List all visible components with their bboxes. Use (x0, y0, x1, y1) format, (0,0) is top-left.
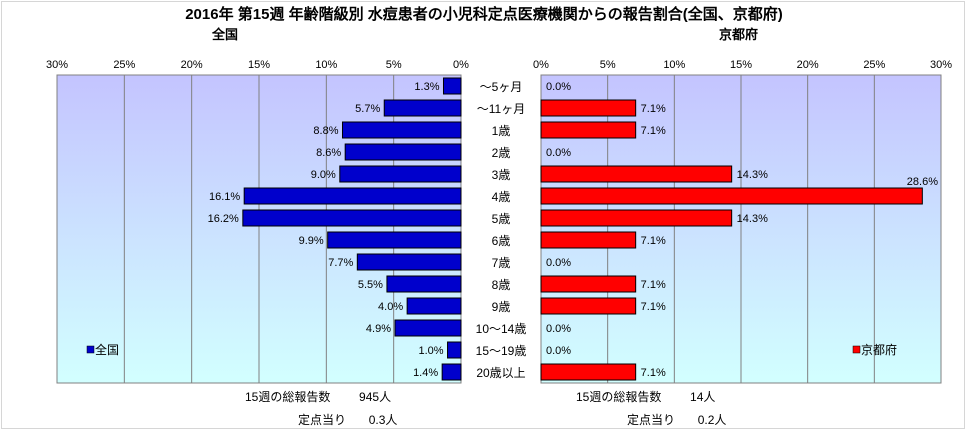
category-label: 15～19歳 (476, 344, 527, 358)
kyoto-per-value: 0.2人 (697, 413, 727, 427)
national-data-label: 1.3% (414, 81, 439, 93)
national-bar (327, 231, 462, 249)
right-tick-label: 25% (863, 59, 885, 71)
national-per-label: 定点当り (298, 413, 347, 427)
right-tick-label: 20% (797, 59, 819, 71)
national-total-value: 945人 (359, 390, 392, 404)
national-bar (339, 165, 462, 183)
kyoto-bar (540, 165, 733, 183)
kyoto-data-label: 7.1% (641, 301, 666, 313)
kyoto-data-label: 0.0% (546, 257, 571, 269)
national-legend-swatch (86, 345, 95, 354)
category-label: 4歳 (492, 190, 511, 204)
national-data-label: 9.9% (299, 235, 324, 247)
national-bar (386, 275, 462, 293)
national-bar (242, 209, 462, 227)
kyoto-data-label: 0.0% (546, 345, 571, 357)
national-bar (394, 319, 462, 337)
left-tick-label: 15% (248, 59, 270, 71)
national-per-value: 0.3人 (368, 413, 398, 427)
category-label: ～11ヶ月 (477, 102, 525, 116)
kyoto-data-label: 0.0% (546, 323, 571, 335)
right-tick-label: 30% (930, 59, 952, 71)
kyoto-total-value: 14人 (690, 390, 716, 404)
category-label: 6歳 (492, 234, 511, 248)
kyoto-bar (540, 231, 637, 249)
national-data-label: 4.9% (366, 323, 391, 335)
left-tick-label: 25% (113, 59, 135, 71)
category-label: 8歳 (492, 278, 511, 292)
left-tick-label: 20% (181, 59, 203, 71)
left-tick-label: 0% (453, 59, 469, 71)
national-bar (243, 187, 462, 205)
national-data-label: 5.5% (358, 279, 383, 291)
national-data-label: 16.1% (209, 191, 240, 203)
national-bar (344, 143, 462, 161)
national-data-label: 5.7% (355, 103, 380, 115)
left-tick-label: 5% (386, 59, 402, 71)
kyoto-bar (540, 121, 637, 139)
kyoto-data-label: 28.6% (907, 176, 938, 188)
category-label: 1歳 (492, 124, 511, 138)
kyoto-data-label: 7.1% (641, 367, 666, 379)
kyoto-total-label: 15週の総報告数 (576, 390, 662, 404)
category-label: ～5ヶ月 (480, 80, 523, 94)
national-data-label: 16.2% (208, 213, 239, 225)
national-bar (447, 341, 462, 359)
kyoto-data-label: 0.0% (546, 147, 571, 159)
national-bar (341, 121, 462, 139)
kyoto-data-label: 7.1% (641, 235, 666, 247)
national-bar (406, 297, 462, 315)
kyoto-per-label: 定点当り (627, 413, 676, 427)
kyoto-bar (540, 275, 637, 293)
right-tick-label: 5% (600, 59, 616, 71)
national-data-label: 8.6% (316, 147, 341, 159)
right-tick-label: 10% (663, 59, 685, 71)
national-total-label: 15週の総報告数 (245, 390, 331, 404)
kyoto-bar (540, 187, 923, 205)
kyoto-data-label: 7.1% (641, 125, 666, 137)
kyoto-bar (540, 99, 637, 117)
kyoto-data-label: 14.3% (737, 169, 768, 181)
national-data-label: 1.4% (413, 367, 438, 379)
national-bar (441, 363, 462, 381)
right-panel-title: 京都府 (719, 27, 759, 42)
national-data-label: 1.0% (418, 345, 443, 357)
kyoto-data-label: 7.1% (641, 279, 666, 291)
category-label: 20歳以上 (476, 366, 525, 380)
national-legend-label: 全国 (95, 342, 119, 357)
right-tick-label: 15% (730, 59, 752, 71)
category-label: 3歳 (492, 168, 511, 182)
national-bar (383, 99, 462, 117)
kyoto-bar (540, 297, 637, 315)
national-data-label: 4.0% (378, 301, 403, 313)
kyoto-data-label: 14.3% (737, 213, 768, 225)
left-tick-label: 30% (46, 59, 68, 71)
left-panel-title: 全国 (212, 27, 239, 42)
kyoto-legend-label: 京都府 (861, 342, 897, 357)
right-tick-label: 0% (533, 59, 549, 71)
category-label: 5歳 (492, 212, 511, 226)
kyoto-bar (540, 209, 733, 227)
kyoto-bar (540, 363, 637, 381)
chart-title: 2016年 第15週 年齢階級別 水痘患者の小児科定点医療機関からの報告割合(全… (185, 6, 783, 23)
category-label: 9歳 (492, 300, 511, 314)
category-label: 2歳 (492, 146, 511, 160)
national-bar (442, 77, 462, 95)
category-label: 7歳 (492, 256, 511, 270)
kyoto-data-label: 7.1% (641, 103, 666, 115)
left-tick-label: 10% (315, 59, 337, 71)
category-label: 10～14歳 (476, 322, 527, 336)
kyoto-data-label: 0.0% (546, 81, 571, 93)
kyoto-legend-swatch (852, 345, 861, 354)
national-data-label: 7.7% (328, 257, 353, 269)
national-data-label: 9.0% (311, 169, 336, 181)
national-bar (356, 253, 462, 271)
national-data-label: 8.8% (313, 125, 338, 137)
